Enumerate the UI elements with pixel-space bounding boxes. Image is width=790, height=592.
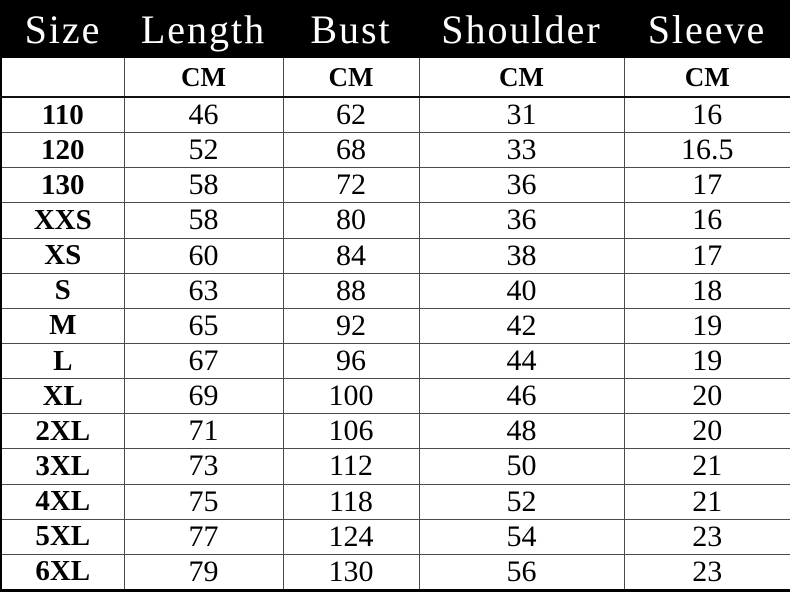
shoulder-cell: 52 xyxy=(418,483,625,520)
table-row-120: 120 52 68 33 16.5 xyxy=(0,132,790,169)
length-cell: 63 xyxy=(123,272,284,309)
size-cell: 2XL xyxy=(0,413,125,450)
bust-cell: 118 xyxy=(282,483,420,520)
units-row: CM CM CM CM xyxy=(0,58,790,98)
bust-cell: 80 xyxy=(282,202,420,239)
bust-cell: 100 xyxy=(282,378,420,415)
shoulder-cell: 56 xyxy=(418,553,625,592)
header-cell-length: Length xyxy=(140,6,267,52)
table-row-3xl: 3XL 73 112 50 21 xyxy=(0,448,790,485)
sleeve-cell: 23 xyxy=(623,553,790,592)
shoulder-cell: 48 xyxy=(418,413,625,450)
size-cell: 3XL xyxy=(0,448,125,485)
sleeve-cell: 19 xyxy=(623,342,790,380)
sleeve-cell: 17 xyxy=(623,167,790,204)
table-row-xl: XL 69 100 46 20 xyxy=(0,378,790,415)
length-cell: 46 xyxy=(123,96,284,134)
table-row-4xl: 4XL 75 118 52 21 xyxy=(0,483,790,520)
length-cell: 75 xyxy=(123,483,284,520)
header-cell-size: Size xyxy=(24,6,102,52)
length-cell: 73 xyxy=(123,448,284,485)
length-cell: 58 xyxy=(123,202,284,239)
shoulder-cell: 31 xyxy=(418,96,625,134)
shoulder-cell: 36 xyxy=(418,202,625,239)
header-cell-sleeve: Sleeve xyxy=(647,6,767,52)
header-cell-bust: Bust xyxy=(310,6,392,52)
table-row-5xl: 5XL 77 124 54 23 xyxy=(0,518,790,555)
size-cell: XS xyxy=(0,237,125,274)
table-row-110: 110 46 62 31 16 xyxy=(0,96,790,134)
sleeve-cell: 20 xyxy=(623,413,790,450)
size-cell: S xyxy=(0,272,125,309)
header-row: Size Length Bust Shoulder Sleeve xyxy=(1,0,790,58)
bust-cell: 130 xyxy=(282,553,420,592)
length-cell: 71 xyxy=(123,413,284,450)
bust-cell: 112 xyxy=(282,448,420,485)
shoulder-cell: 46 xyxy=(418,378,625,415)
shoulder-cell: 54 xyxy=(418,518,625,555)
length-cell: 69 xyxy=(123,378,284,415)
table-row-s: S 63 88 40 18 xyxy=(0,272,790,309)
shoulder-cell: 33 xyxy=(418,132,625,169)
shoulder-cell: 50 xyxy=(418,448,625,485)
size-cell: 6XL xyxy=(0,553,125,592)
bust-cell: 62 xyxy=(282,96,420,134)
sleeve-cell: 19 xyxy=(623,307,790,344)
size-cell: 130 xyxy=(0,167,125,204)
shoulder-cell: 44 xyxy=(418,342,625,380)
sleeve-cell: 21 xyxy=(623,448,790,485)
size-cell: 4XL xyxy=(0,483,125,520)
size-cell: 5XL xyxy=(0,518,125,555)
bust-cell: 92 xyxy=(282,307,420,344)
length-cell: 77 xyxy=(123,518,284,555)
bust-cell: 96 xyxy=(282,342,420,380)
units-cell-sleeve: CM xyxy=(623,58,790,98)
bust-cell: 68 xyxy=(282,132,420,169)
sleeve-cell: 16.5 xyxy=(623,132,790,169)
size-cell: 110 xyxy=(0,96,125,134)
table-row-l: L 67 96 44 19 xyxy=(0,342,790,380)
units-cell-shoulder: CM xyxy=(418,58,625,98)
sleeve-cell: 20 xyxy=(623,378,790,415)
table-row-2xl: 2XL 71 106 48 20 xyxy=(0,413,790,450)
sleeve-cell: 21 xyxy=(623,483,790,520)
size-cell: 120 xyxy=(0,132,125,169)
bust-cell: 72 xyxy=(282,167,420,204)
shoulder-cell: 42 xyxy=(418,307,625,344)
length-cell: 79 xyxy=(123,553,284,592)
table-row-xs: XS 60 84 38 17 xyxy=(0,237,790,274)
table-row-m: M 65 92 42 19 xyxy=(0,307,790,344)
length-cell: 67 xyxy=(123,342,284,380)
shoulder-cell: 40 xyxy=(418,272,625,309)
units-cell-length: CM xyxy=(123,58,284,98)
size-cell: L xyxy=(0,342,125,380)
bust-cell: 106 xyxy=(282,413,420,450)
size-cell: XXS xyxy=(0,202,125,239)
sleeve-cell: 16 xyxy=(623,202,790,239)
length-cell: 52 xyxy=(123,132,284,169)
bust-cell: 84 xyxy=(282,237,420,274)
length-cell: 65 xyxy=(123,307,284,344)
bust-cell: 88 xyxy=(282,272,420,309)
length-cell: 60 xyxy=(123,237,284,274)
sleeve-cell: 23 xyxy=(623,518,790,555)
units-cell-size xyxy=(0,58,125,98)
table-row-6xl: 6XL 79 130 56 23 xyxy=(0,553,790,592)
shoulder-cell: 38 xyxy=(418,237,625,274)
header-cell-shoulder: Shoulder xyxy=(441,6,602,52)
bust-cell: 124 xyxy=(282,518,420,555)
sleeve-cell: 17 xyxy=(623,237,790,274)
sleeve-cell: 18 xyxy=(623,272,790,309)
size-cell: M xyxy=(0,307,125,344)
units-cell-bust: CM xyxy=(282,58,420,98)
table-row-130: 130 58 72 36 17 xyxy=(0,167,790,204)
shoulder-cell: 36 xyxy=(418,167,625,204)
size-cell: XL xyxy=(0,378,125,415)
sleeve-cell: 16 xyxy=(623,96,790,134)
table-row-xxs: XXS 58 80 36 16 xyxy=(0,202,790,239)
length-cell: 58 xyxy=(123,167,284,204)
